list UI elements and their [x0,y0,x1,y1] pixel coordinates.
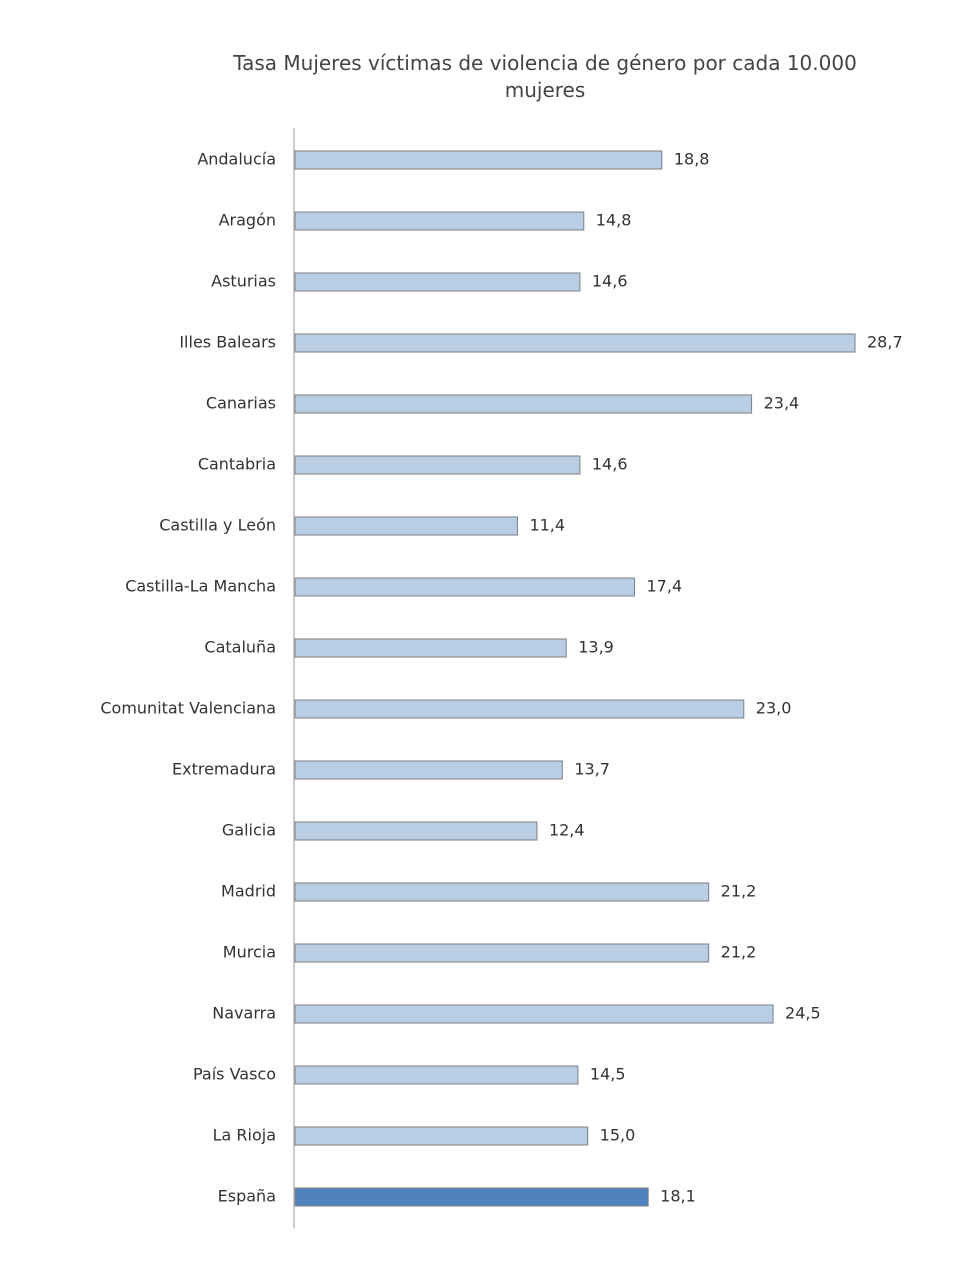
y-tick-label: Navarra [212,1004,276,1023]
y-tick-label: Extremadura [172,760,276,779]
bar [294,577,636,597]
value-label: 15,0 [600,1126,636,1145]
y-tick-label: España [218,1187,276,1206]
value-label: 18,8 [674,150,710,169]
bar [294,699,745,719]
bar [294,455,581,475]
y-tick-label: Castilla y León [159,516,276,535]
value-label: 24,5 [785,1004,821,1023]
value-label: 13,7 [574,760,610,779]
y-tick-label: Castilla-La Mancha [125,577,276,596]
bar [294,333,856,353]
y-tick-label: Cataluña [204,638,276,657]
bar [294,760,563,780]
bar [294,821,538,841]
value-label: 14,6 [592,272,628,291]
value-label: 11,4 [529,516,565,535]
y-tick-label: Illes Balears [179,333,276,352]
value-label: 14,6 [592,455,628,474]
y-tick-label: Asturias [211,272,276,291]
y-tick-label: Canarias [206,394,276,413]
bar [294,272,581,292]
value-label: 28,7 [867,333,903,352]
value-label: 21,2 [721,943,757,962]
y-tick-label: La Rioja [213,1126,276,1145]
bar [294,150,663,170]
y-tick-label: Murcia [223,943,276,962]
y-tick-label: Galicia [222,821,276,840]
bar [294,211,585,231]
value-label: 13,9 [578,638,614,657]
value-label: 18,1 [660,1187,696,1206]
bar [294,516,518,536]
bar [294,638,567,658]
y-tick-label: Comunitat Valenciana [100,699,276,718]
bar [294,394,753,414]
bar [294,882,710,902]
y-tick-label: Cantabria [198,455,276,474]
value-label: 12,4 [549,821,585,840]
bar [294,1187,649,1207]
value-label: 23,0 [756,699,792,718]
value-label: 17,4 [647,577,683,596]
chart-title: Tasa Mujeres víctimas de violencia de gé… [233,51,857,102]
y-tick-label: Andalucía [197,150,276,169]
bar [294,1065,579,1085]
value-label: 21,2 [721,882,757,901]
bar [294,1126,589,1146]
y-tick-label: Aragón [219,211,276,230]
value-label: 14,5 [590,1065,626,1084]
value-label: 23,4 [764,394,800,413]
y-tick-label: Madrid [221,882,276,901]
y-tick-label: País Vasco [193,1065,276,1084]
bar [294,943,710,963]
bar [294,1004,774,1024]
value-label: 14,8 [596,211,632,230]
